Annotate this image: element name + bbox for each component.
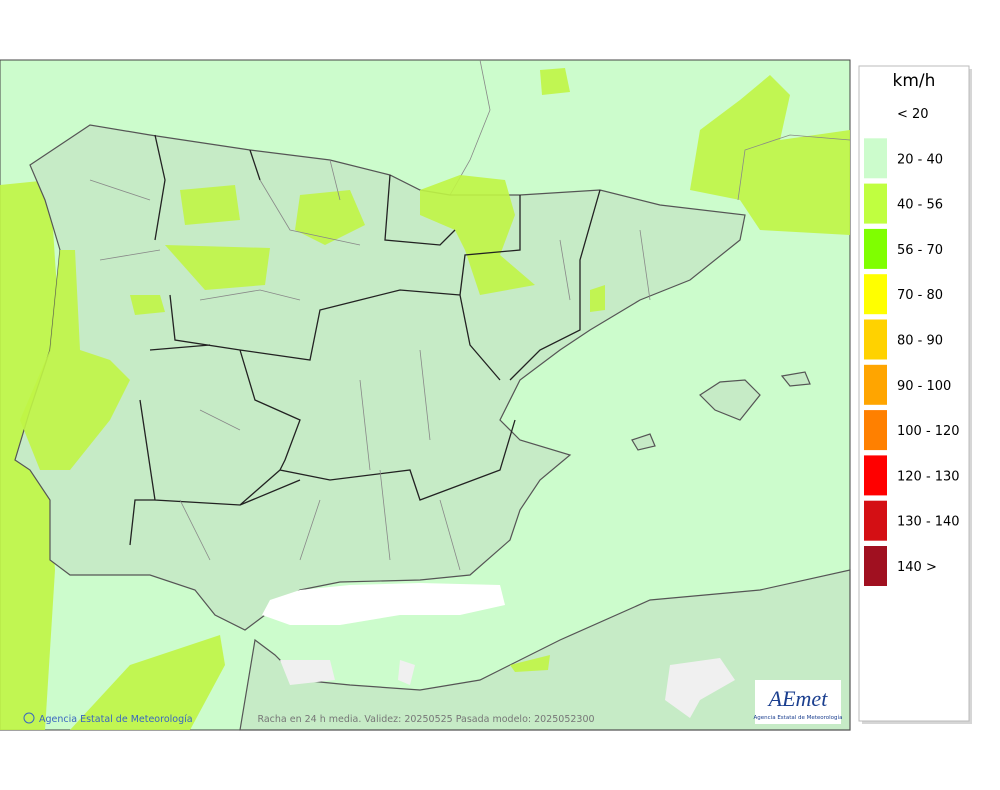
legend-label: 100 - 120 [897, 424, 960, 439]
logo: AEmet [767, 686, 829, 711]
legend-swatch [864, 500, 887, 541]
caption: Racha en 24 h media. Validez: 20250525 P… [257, 714, 594, 725]
legend-swatch [864, 274, 887, 315]
wind-zone [165, 245, 270, 290]
legend-swatch [864, 138, 887, 179]
mallorca [699, 379, 761, 421]
legend-swatch [864, 228, 887, 269]
legend-label: 56 - 70 [897, 243, 943, 258]
legend-swatch [864, 546, 887, 586]
ibiza [631, 433, 656, 451]
legend-swatch [864, 93, 887, 133]
credit: Agencia Estatal de Meteorología [39, 714, 193, 725]
wind-zone [690, 75, 850, 235]
legend-label: 130 - 140 [897, 515, 960, 530]
region-border [129, 134, 601, 546]
wind-zone [70, 635, 225, 730]
legend-swatch [864, 183, 887, 224]
menorca [780, 371, 811, 387]
coastline [737, 134, 851, 201]
legend-label: 40 - 56 [897, 198, 943, 213]
wind-zone [295, 190, 365, 245]
blank-zone [262, 583, 505, 625]
legend-label: 80 - 90 [897, 334, 943, 349]
logo-box [755, 680, 841, 724]
legend-label: < 20 [897, 107, 929, 122]
wind-zone [590, 285, 605, 312]
legend-label: 90 - 100 [897, 379, 951, 394]
legend-label: 20 - 40 [897, 152, 943, 167]
legend-swatch [864, 319, 887, 360]
legend-label: 120 - 130 [897, 469, 960, 484]
wind-zone [130, 295, 165, 315]
legend-label: 70 - 80 [897, 288, 943, 303]
legend-swatch [864, 364, 887, 405]
legend: km/h < 20 20 - 40 40 - 56 56 - 70 70 - 80 80 … [858, 65, 972, 724]
wind-zone [540, 68, 570, 95]
legend-swatch [864, 455, 887, 496]
wind-zone [180, 185, 240, 225]
wind-zone [510, 655, 550, 672]
wind-zone [420, 175, 535, 295]
legend-swatch [864, 410, 887, 451]
legend-title: km/h [893, 71, 936, 91]
logo-subtitle: Agencia Estatal de Meteorología [754, 714, 843, 721]
legend-label: 140 > [897, 560, 937, 575]
copyright-icon [23, 712, 35, 724]
province-border [89, 159, 651, 571]
blank-zone [280, 658, 735, 718]
wind-zone [20, 250, 130, 470]
map: Agencia Estatal de Meteorología Racha en… [0, 59, 851, 731]
